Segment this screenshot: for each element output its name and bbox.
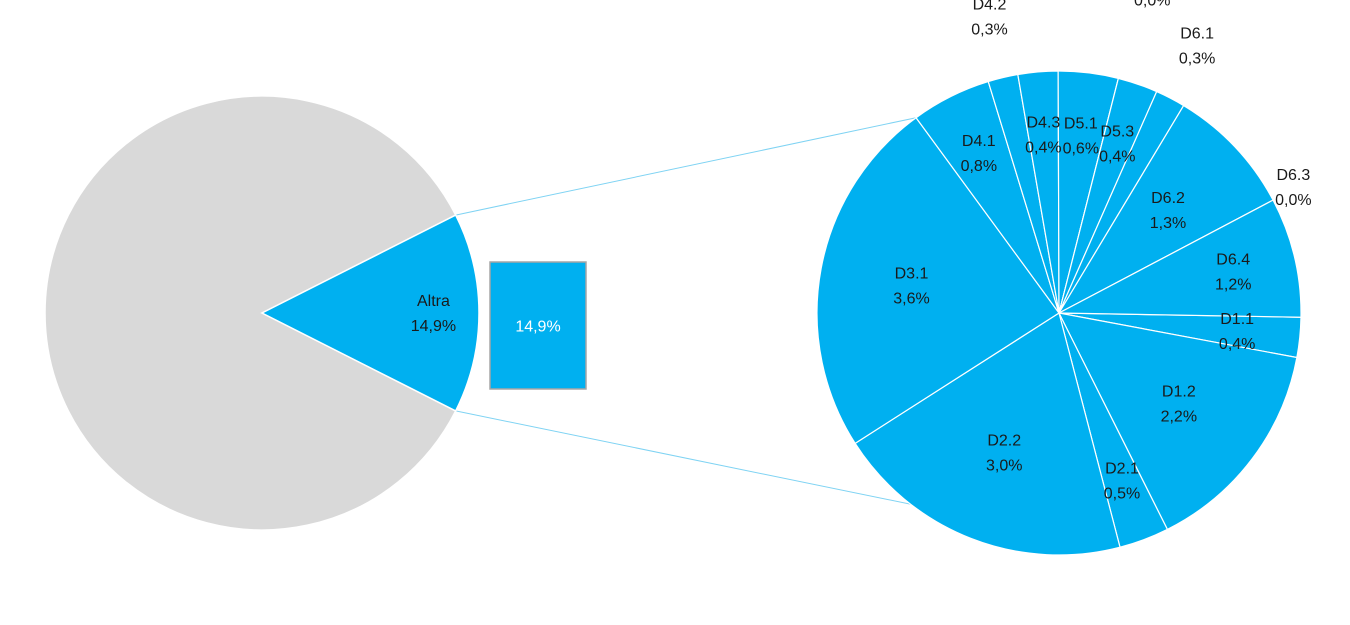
main-pie-slice-other (44, 95, 457, 531)
secondary-pie-slice-d1-2 (1057, 312, 1298, 531)
secondary-pie-label-d1-2: D1.2 2,2% (1161, 383, 1197, 425)
secondary-pie-label-d6-1: D6.1 0,3% (1179, 26, 1215, 68)
main-pie (44, 95, 587, 531)
secondary-pie-slice-d6-4 (1058, 199, 1302, 318)
main-pie-slice-altra (260, 214, 480, 412)
secondary-pie-label-d6-2: D6.2 1,3% (1150, 190, 1186, 232)
secondary-pie-label-d4-3: D4.3 0,4% (1025, 115, 1061, 157)
connector-box (489, 261, 587, 390)
secondary-pie-label-d5-3: D5.3 0,4% (1099, 124, 1135, 166)
secondary-pie-label-d2-1: D2.1 0,5% (1104, 461, 1140, 503)
secondary-pie-label-d6-4: D6.4 1,2% (1215, 251, 1251, 293)
secondary-pie-label-d2-2: D2.2 3,0% (986, 433, 1022, 475)
connector-line-top (455, 117, 917, 216)
secondary-pie-label-d4-2: D4.2 0,3% (971, 0, 1007, 38)
secondary-pie (816, 70, 1302, 556)
main-pie-label-altra: Altra 14,9% (411, 293, 456, 335)
secondary-pie-label-d3-1: D3.1 3,6% (893, 265, 929, 307)
secondary-pie-slice-d2-2 (854, 312, 1121, 556)
secondary-pie-label-d6-3: D6.3 0,0% (1275, 167, 1311, 209)
connector-box-label: 14,9% (515, 319, 560, 336)
secondary-pie-label-d5-2: D5.20,0% (1134, 0, 1170, 9)
secondary-pie-slice-d3-1 (816, 116, 1060, 445)
slice-labels: Altra 14,9% 14,9% D1.1 0,4% D1.2 2,2% D2.1 0,5% D… (411, 0, 1312, 503)
secondary-pie-label-d5-1: D5.1 0,6% (1063, 115, 1099, 157)
secondary-pie-label-d4-1: D4.1 0,8% (961, 133, 997, 175)
secondary-pie-slice-d6-2 (1057, 104, 1274, 315)
secondary-pie-label-d1-1: D1.1 0,4% (1219, 311, 1255, 353)
